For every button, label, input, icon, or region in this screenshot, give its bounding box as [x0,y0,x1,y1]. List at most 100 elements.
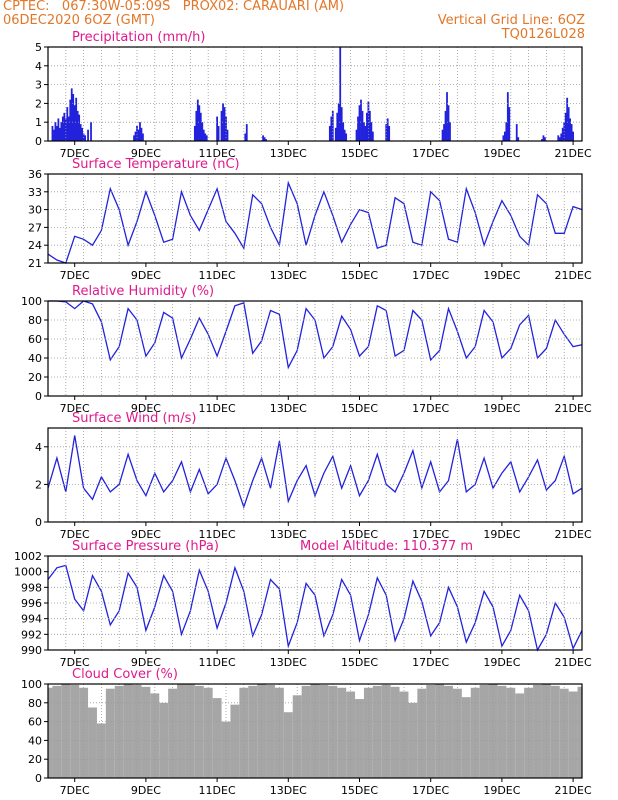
precip-bar [193,125,196,141]
x-tick-label: 21DEC [555,269,592,282]
precip-bar [443,124,445,141]
x-tick-label: 19DEC [483,269,520,282]
panel-1: Precipitation (mm/h) 0 1 2 3 4 5 7DEC 9DEC 11DEC 1… [35,30,592,160]
cloud-bar [559,688,569,778]
cloud-bar [550,685,560,778]
precip-bar [134,131,137,141]
x-tick-label: 11DEC [199,784,236,797]
precip-bar [558,137,561,141]
x-tick-label: 19DEC [483,656,520,669]
x-tick-label: 9DEC [131,269,161,282]
x-tick-label: 15DEC [341,147,378,160]
precip-bar [567,107,570,141]
y-tick-label: 0 [35,390,42,403]
x-tick-label: 17DEC [412,528,449,541]
panel-3: Relative Humidity (%) 0 20 40 60 80 100 7DEC 9DE… [21,284,592,415]
cloud-bar [221,721,231,778]
precip-bar [570,124,573,141]
precip-bar [360,99,362,141]
y-tick-label: 2 [35,97,42,110]
x-tick-label: 17DEC [412,402,449,415]
y-tick-label: 100 [21,678,42,691]
cloud-bar [177,684,186,778]
y-tick-label: 1000 [14,566,42,579]
precip-bar [220,110,223,141]
cloud-bar [372,685,382,778]
precip-bar [446,92,448,141]
precip-bar [345,133,348,141]
precip-bar [140,127,143,141]
cloud-bar [444,685,453,778]
precip-bar [222,103,224,141]
y-tick-label: 80 [28,697,42,710]
y-tick-label: 0 [35,135,42,148]
precip-bar [216,116,218,141]
header-date: 06DEC2020 6OZ (GMT) [3,13,155,28]
precip-bar [263,137,266,141]
cloud-bar [515,693,525,778]
grid [47,428,583,523]
cloud-bar [257,684,267,778]
precip-bar [217,125,220,141]
y-tick-label: 3 [35,79,42,92]
precip-bar [198,105,201,141]
y-tick-label: 24 [28,239,42,252]
panel-title: Cloud Cover (%) [72,667,178,682]
panel-frame [47,683,583,779]
precip-bar [505,122,508,141]
precip-bar [515,124,518,141]
cloud-bar [426,684,436,778]
cloud-bar [123,684,133,778]
cloud-bar [292,695,302,778]
grid [47,173,583,264]
precip-bar [196,99,199,141]
precip-bar [572,131,574,141]
cloud-bar [568,691,578,778]
precip-bar [334,127,337,141]
y-tick-label: 60 [28,716,42,729]
x-tick-label: 21DEC [555,147,592,160]
precip-bar [444,110,447,141]
cloud-bar [452,688,462,778]
precip-bar [502,135,505,141]
x-tick-label: 17DEC [412,269,449,282]
precip-bar [560,133,563,141]
panel-4: Surface Wind (m/s) 0 2 4 7DEC 9DEC 11DEC 13DEC 1… [35,411,592,541]
precip-bar [61,116,64,141]
precip-bar [561,127,564,141]
x-tick-label: 21DEC [555,784,592,797]
y-tick-label: 2 [35,478,42,491]
cloud-bar [355,699,364,778]
x-tick-label: 11DEC [199,402,236,415]
x-tick-label: 13DEC [270,147,307,160]
precip-bar [199,112,202,141]
x-tick-label: 19DEC [483,784,520,797]
x-tick-label: 11DEC [199,269,236,282]
cloud-bar [266,684,275,778]
precip-bar [84,135,86,141]
precip-bar [66,107,69,141]
precip-bar [72,94,75,141]
cloud-bar [194,685,204,778]
precip-bar [503,131,506,141]
precip-bar [76,110,79,141]
precip-bar [60,122,63,141]
cloud-bar [230,704,240,778]
precip-bar [339,47,342,141]
x-tick-label: 21DEC [555,528,592,541]
precip-bar [388,125,391,141]
cloud-bar [390,686,400,778]
x-tick-label: 13DEC [270,784,307,797]
precip-bar [385,124,388,141]
precip-bar [361,110,364,141]
precip-bar [566,97,569,141]
precip-bar [366,112,368,141]
precip-bar [569,118,572,141]
cloud-bar [48,687,53,778]
precip-bar [517,137,520,141]
cloud-bar [408,702,418,778]
y-tick-label: 80 [28,314,42,327]
cloud-bar [541,684,551,778]
cloud-bar [105,688,115,778]
cloud-bar [497,685,507,778]
